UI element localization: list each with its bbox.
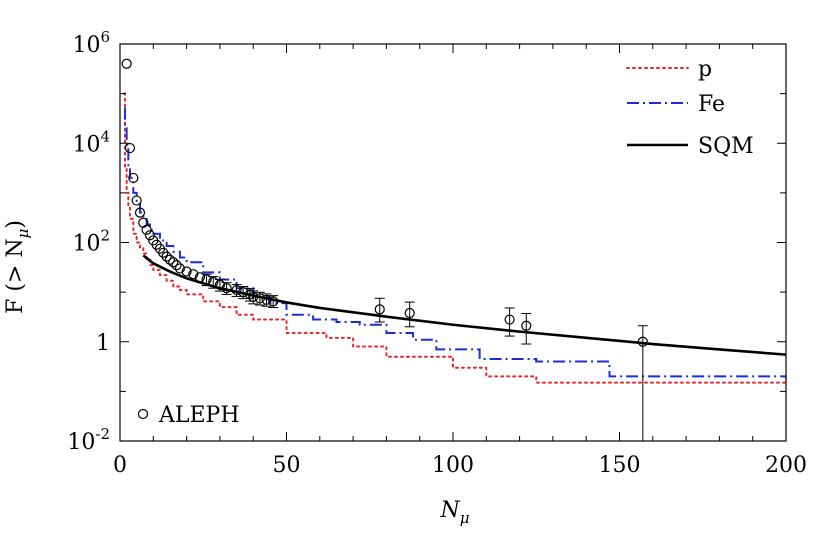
legend: p Fe SQM ALEPH (137, 57, 754, 428)
legend-label-aleph: ALEPH (158, 403, 240, 428)
x-tick-label: 0 (113, 453, 127, 478)
y-axis-title-pre: F (> N (3, 238, 28, 314)
x-axis-title: Nμ (440, 498, 470, 527)
y-tick-label-exp: -2 (95, 425, 110, 443)
data-point (161, 251, 172, 262)
y-tick-label: 104 (72, 127, 110, 157)
x-axis-title-sub: μ (460, 509, 470, 527)
y-axis-title-post: ) (3, 220, 28, 229)
legend-label-p: p (698, 57, 712, 82)
x-tick-label: 50 (273, 453, 301, 478)
data-point (124, 142, 136, 154)
y-tick-label: 106 (72, 28, 110, 58)
tick-marks (119, 43, 787, 442)
data-point (164, 254, 176, 265)
y-tick-label-base: 10 (67, 430, 95, 455)
data-point (261, 294, 272, 305)
data-point (134, 207, 146, 218)
data-point (208, 276, 219, 288)
y-tick-label-base: 10 (72, 132, 100, 157)
data-point (201, 274, 212, 285)
y-axis-title-sub: μ (14, 229, 32, 239)
y-tick-label-exp: 6 (100, 28, 110, 46)
data-point (248, 291, 259, 303)
data-point (141, 224, 152, 235)
y-tick-label-exp: 4 (100, 127, 110, 145)
data-point (188, 269, 199, 280)
x-axis-title-main: N (440, 498, 461, 523)
axes (119, 43, 787, 442)
series-line-p (122, 92, 786, 384)
legend-label-sqm: SQM (698, 134, 754, 159)
y-axis-title: F (> Nμ) (3, 220, 32, 314)
plot-area (121, 58, 786, 441)
data-point (194, 272, 206, 283)
y-tick-label: 1 (96, 331, 110, 356)
series-line-sqm (142, 254, 786, 356)
data-point (221, 283, 232, 294)
data-point (181, 266, 192, 277)
data-point (504, 314, 515, 325)
data-point (238, 287, 249, 298)
series-line-fe (123, 107, 786, 379)
data-point (404, 307, 415, 319)
data-point (131, 195, 142, 206)
data-point (144, 230, 156, 241)
plot-frame (119, 43, 787, 442)
data-point (168, 257, 179, 268)
x-tick-label: 150 (599, 453, 641, 478)
legend-label-fe: Fe (698, 92, 725, 117)
data-point (268, 296, 279, 307)
data-point (521, 320, 532, 331)
y-tick-label-base: 10 (72, 232, 100, 257)
y-tick-label-base: 1 (96, 331, 110, 356)
data-point (128, 172, 139, 184)
data-point (231, 284, 242, 296)
data-point (174, 263, 186, 274)
data-point (244, 289, 255, 300)
legend-marker-aleph (137, 408, 149, 420)
y-tick-label: 10-2 (67, 425, 110, 455)
x-tick-label: 100 (432, 453, 474, 478)
data-point (171, 260, 182, 271)
data-point (374, 304, 385, 315)
data-point (121, 58, 132, 69)
data-point (214, 279, 225, 290)
data-point (254, 293, 265, 304)
y-tick-label: 102 (72, 227, 110, 257)
x-tick-label: 200 (765, 453, 807, 478)
y-tick-label-base: 10 (72, 33, 100, 58)
y-tick-label-exp: 2 (100, 227, 110, 245)
data-point (158, 247, 169, 258)
data-point (637, 336, 648, 347)
